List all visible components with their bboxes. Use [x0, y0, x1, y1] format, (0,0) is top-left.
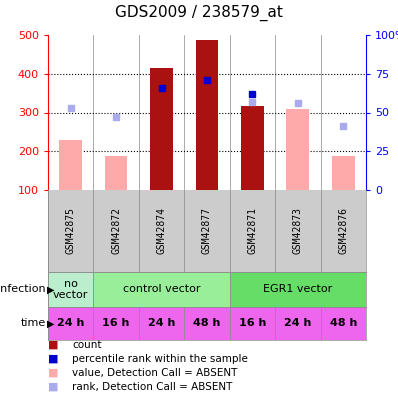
- Bar: [241, 106, 264, 190]
- Bar: [332, 156, 355, 190]
- Text: GSM42873: GSM42873: [293, 207, 303, 254]
- Text: GSM42872: GSM42872: [111, 207, 121, 254]
- Text: control vector: control vector: [123, 284, 200, 294]
- Bar: [139, 307, 184, 340]
- Text: 16 h: 16 h: [239, 318, 266, 328]
- Text: 24 h: 24 h: [57, 318, 84, 328]
- Bar: [287, 109, 309, 190]
- Text: 24 h: 24 h: [284, 318, 312, 328]
- Bar: [59, 140, 82, 190]
- Bar: [230, 272, 366, 307]
- Bar: [48, 272, 94, 307]
- Text: ■: ■: [48, 368, 59, 378]
- Text: rank, Detection Call = ABSENT: rank, Detection Call = ABSENT: [72, 382, 232, 392]
- Bar: [105, 156, 127, 190]
- Bar: [230, 307, 275, 340]
- Bar: [275, 307, 320, 340]
- Text: 48 h: 48 h: [330, 318, 357, 328]
- Text: ▶: ▶: [47, 284, 55, 294]
- Text: 16 h: 16 h: [102, 318, 130, 328]
- Text: GSM42877: GSM42877: [202, 207, 212, 254]
- Text: ■: ■: [48, 382, 59, 392]
- Text: ■: ■: [48, 340, 59, 350]
- Text: ■: ■: [48, 354, 59, 364]
- Bar: [48, 307, 94, 340]
- Text: count: count: [72, 340, 101, 350]
- Text: ▶: ▶: [47, 318, 55, 328]
- Text: percentile rank within the sample: percentile rank within the sample: [72, 354, 248, 364]
- Text: GSM42874: GSM42874: [156, 207, 167, 254]
- Bar: [94, 307, 139, 340]
- Text: EGR1 vector: EGR1 vector: [263, 284, 332, 294]
- Text: GSM42876: GSM42876: [338, 207, 348, 254]
- Text: 48 h: 48 h: [193, 318, 220, 328]
- Text: infection: infection: [0, 284, 46, 294]
- Text: GDS2009 / 238579_at: GDS2009 / 238579_at: [115, 5, 283, 21]
- Text: value, Detection Call = ABSENT: value, Detection Call = ABSENT: [72, 368, 237, 378]
- Bar: [320, 307, 366, 340]
- Text: GSM42875: GSM42875: [66, 207, 76, 254]
- Text: no
vector: no vector: [53, 279, 88, 300]
- Bar: [184, 307, 230, 340]
- Text: GSM42871: GSM42871: [248, 207, 258, 254]
- Bar: [150, 68, 173, 190]
- Text: time: time: [21, 318, 46, 328]
- Bar: [94, 272, 230, 307]
- Text: 24 h: 24 h: [148, 318, 175, 328]
- Bar: [196, 40, 219, 190]
